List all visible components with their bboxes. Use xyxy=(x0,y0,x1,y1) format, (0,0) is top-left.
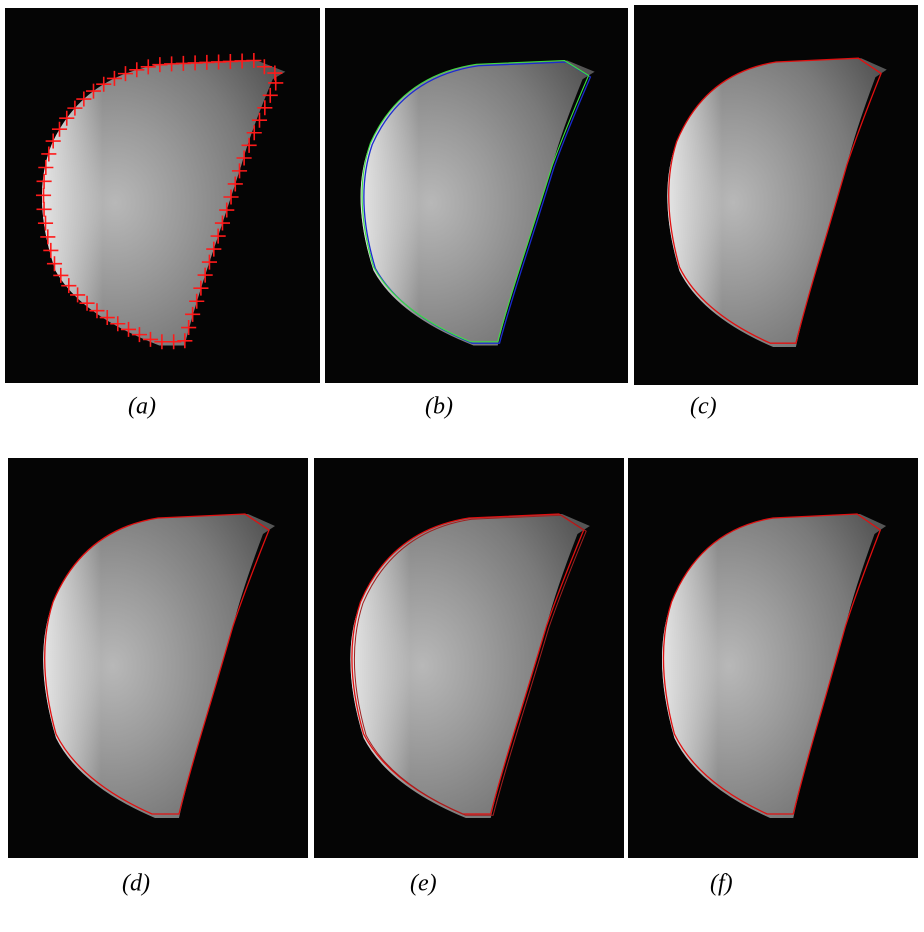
figure: (a) (b) (c) (d) (e) (f) xyxy=(0,0,924,927)
panel-label: (c) xyxy=(690,394,717,420)
panel-image xyxy=(325,8,628,383)
panel-image xyxy=(314,458,624,858)
panel-label: (f) xyxy=(710,871,733,897)
panel-image xyxy=(628,458,918,858)
panel-label: (e) xyxy=(410,871,437,897)
panel-label: (a) xyxy=(128,394,156,420)
panel-image xyxy=(8,458,308,858)
panel-image xyxy=(5,8,320,383)
panel-image xyxy=(634,5,918,385)
panel-label: (d) xyxy=(122,871,150,897)
panel-label: (b) xyxy=(425,394,453,420)
